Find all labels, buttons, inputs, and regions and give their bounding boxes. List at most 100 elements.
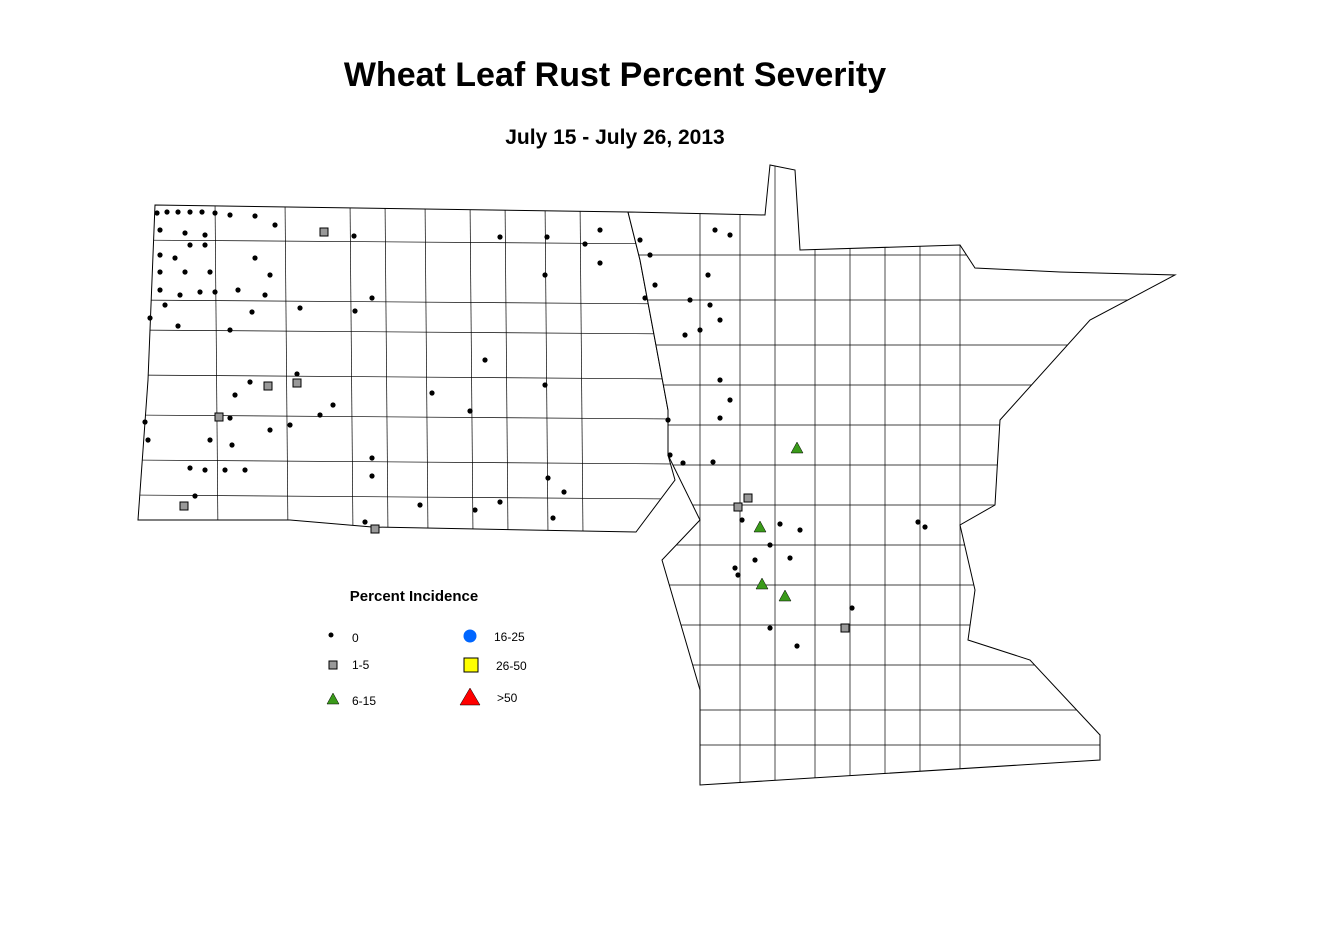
- observation-zero: [482, 357, 488, 363]
- county-lines: [138, 205, 675, 532]
- observation-zero: [177, 292, 183, 298]
- observation-zero: [172, 255, 178, 261]
- observation-zero: [352, 308, 358, 314]
- observation-zero: [175, 323, 181, 329]
- observation-zero: [717, 317, 723, 323]
- observation-zero: [752, 557, 758, 563]
- observation-zero: [550, 515, 556, 521]
- observation-zero: [317, 412, 323, 418]
- observation-zero: [187, 242, 193, 248]
- observation-zero: [777, 521, 783, 527]
- observation-zero: [717, 377, 723, 383]
- observation-zero: [157, 287, 163, 293]
- observation-zero: [472, 507, 478, 513]
- observation-zero: [229, 442, 235, 448]
- observation-zero: [767, 542, 773, 548]
- county-line: [469, 205, 474, 532]
- observation-zero: [642, 295, 648, 301]
- legend-label: 1-5: [352, 658, 370, 672]
- observation-zero: [687, 297, 693, 303]
- observation-zero: [330, 402, 336, 408]
- observation-low: [263, 381, 273, 391]
- legend-symbol: [328, 632, 334, 638]
- observation-zero: [544, 234, 550, 240]
- observation-zero: [212, 210, 218, 216]
- observation-zero: [227, 327, 233, 333]
- observation-zero: [597, 227, 603, 233]
- legend-title: Percent Incidence: [350, 588, 478, 605]
- observation-low: [840, 623, 850, 633]
- observation-zero: [192, 493, 198, 499]
- observation-zero: [922, 524, 928, 530]
- observation-zero: [787, 555, 793, 561]
- observation-zero: [582, 241, 588, 247]
- observation-moderate: [790, 441, 804, 454]
- observation-low: [733, 502, 743, 512]
- observation-zero: [915, 519, 921, 525]
- county-line: [138, 239, 675, 245]
- observation-zero: [542, 382, 548, 388]
- county-line: [138, 299, 675, 305]
- north-dakota: [137, 204, 676, 533]
- observation-low: [214, 412, 224, 422]
- observation-zero: [542, 272, 548, 278]
- county-line: [424, 205, 429, 532]
- county-line: [579, 205, 584, 532]
- observation-zero: [235, 287, 241, 293]
- observation-zero: [247, 379, 253, 385]
- observation-zero: [232, 392, 238, 398]
- observation-zero: [497, 499, 503, 505]
- observation-moderate: [753, 520, 767, 533]
- observation-zero: [369, 295, 375, 301]
- legend-symbol: [328, 660, 338, 670]
- legend-label: 0: [352, 631, 359, 645]
- observation-zero: [157, 269, 163, 275]
- observation-zero: [739, 517, 745, 523]
- observation-zero: [710, 459, 716, 465]
- observation-zero: [297, 305, 303, 311]
- observation-zero: [647, 252, 653, 258]
- observation-moderate: [755, 577, 769, 590]
- observation-zero: [849, 605, 855, 611]
- observation-zero: [717, 415, 723, 421]
- observation-zero: [252, 255, 258, 261]
- observation-zero: [267, 427, 273, 433]
- observation-zero: [157, 227, 163, 233]
- observation-zero: [294, 371, 300, 377]
- observation-zero: [202, 467, 208, 473]
- legend: Percent Incidence 0 1-5 6-15 16-25 26-50…: [326, 588, 527, 708]
- observation-moderate: [778, 589, 792, 602]
- county-line: [504, 205, 509, 532]
- observation-zero: [727, 397, 733, 403]
- minnesota: [627, 164, 1177, 786]
- county-line: [214, 205, 219, 532]
- observation-zero: [142, 419, 148, 425]
- observation-zero: [545, 475, 551, 481]
- observation-zero: [794, 643, 800, 649]
- legend-symbol: [463, 657, 479, 673]
- observation-zero: [157, 252, 163, 258]
- observation-zero: [712, 227, 718, 233]
- observation-zero: [735, 572, 741, 578]
- county-line: [138, 329, 675, 335]
- observation-zero: [467, 408, 473, 414]
- county-line: [138, 374, 675, 380]
- observation-zero: [187, 465, 193, 471]
- observation-zero: [727, 232, 733, 238]
- observation-zero: [207, 437, 213, 443]
- observation-zero: [227, 212, 233, 218]
- observation-zero: [732, 565, 738, 571]
- observation-zero: [262, 292, 268, 298]
- observation-zero: [147, 315, 153, 321]
- observation-low: [179, 501, 189, 511]
- observation-zero: [429, 390, 435, 396]
- legend-symbol: [463, 629, 477, 643]
- observation-zero: [369, 473, 375, 479]
- observation-zero: [351, 233, 357, 239]
- observation-zero: [561, 489, 567, 495]
- observation-zero: [497, 234, 503, 240]
- observation-zero: [637, 237, 643, 243]
- observation-zero: [680, 460, 686, 466]
- observation-zero: [597, 260, 603, 266]
